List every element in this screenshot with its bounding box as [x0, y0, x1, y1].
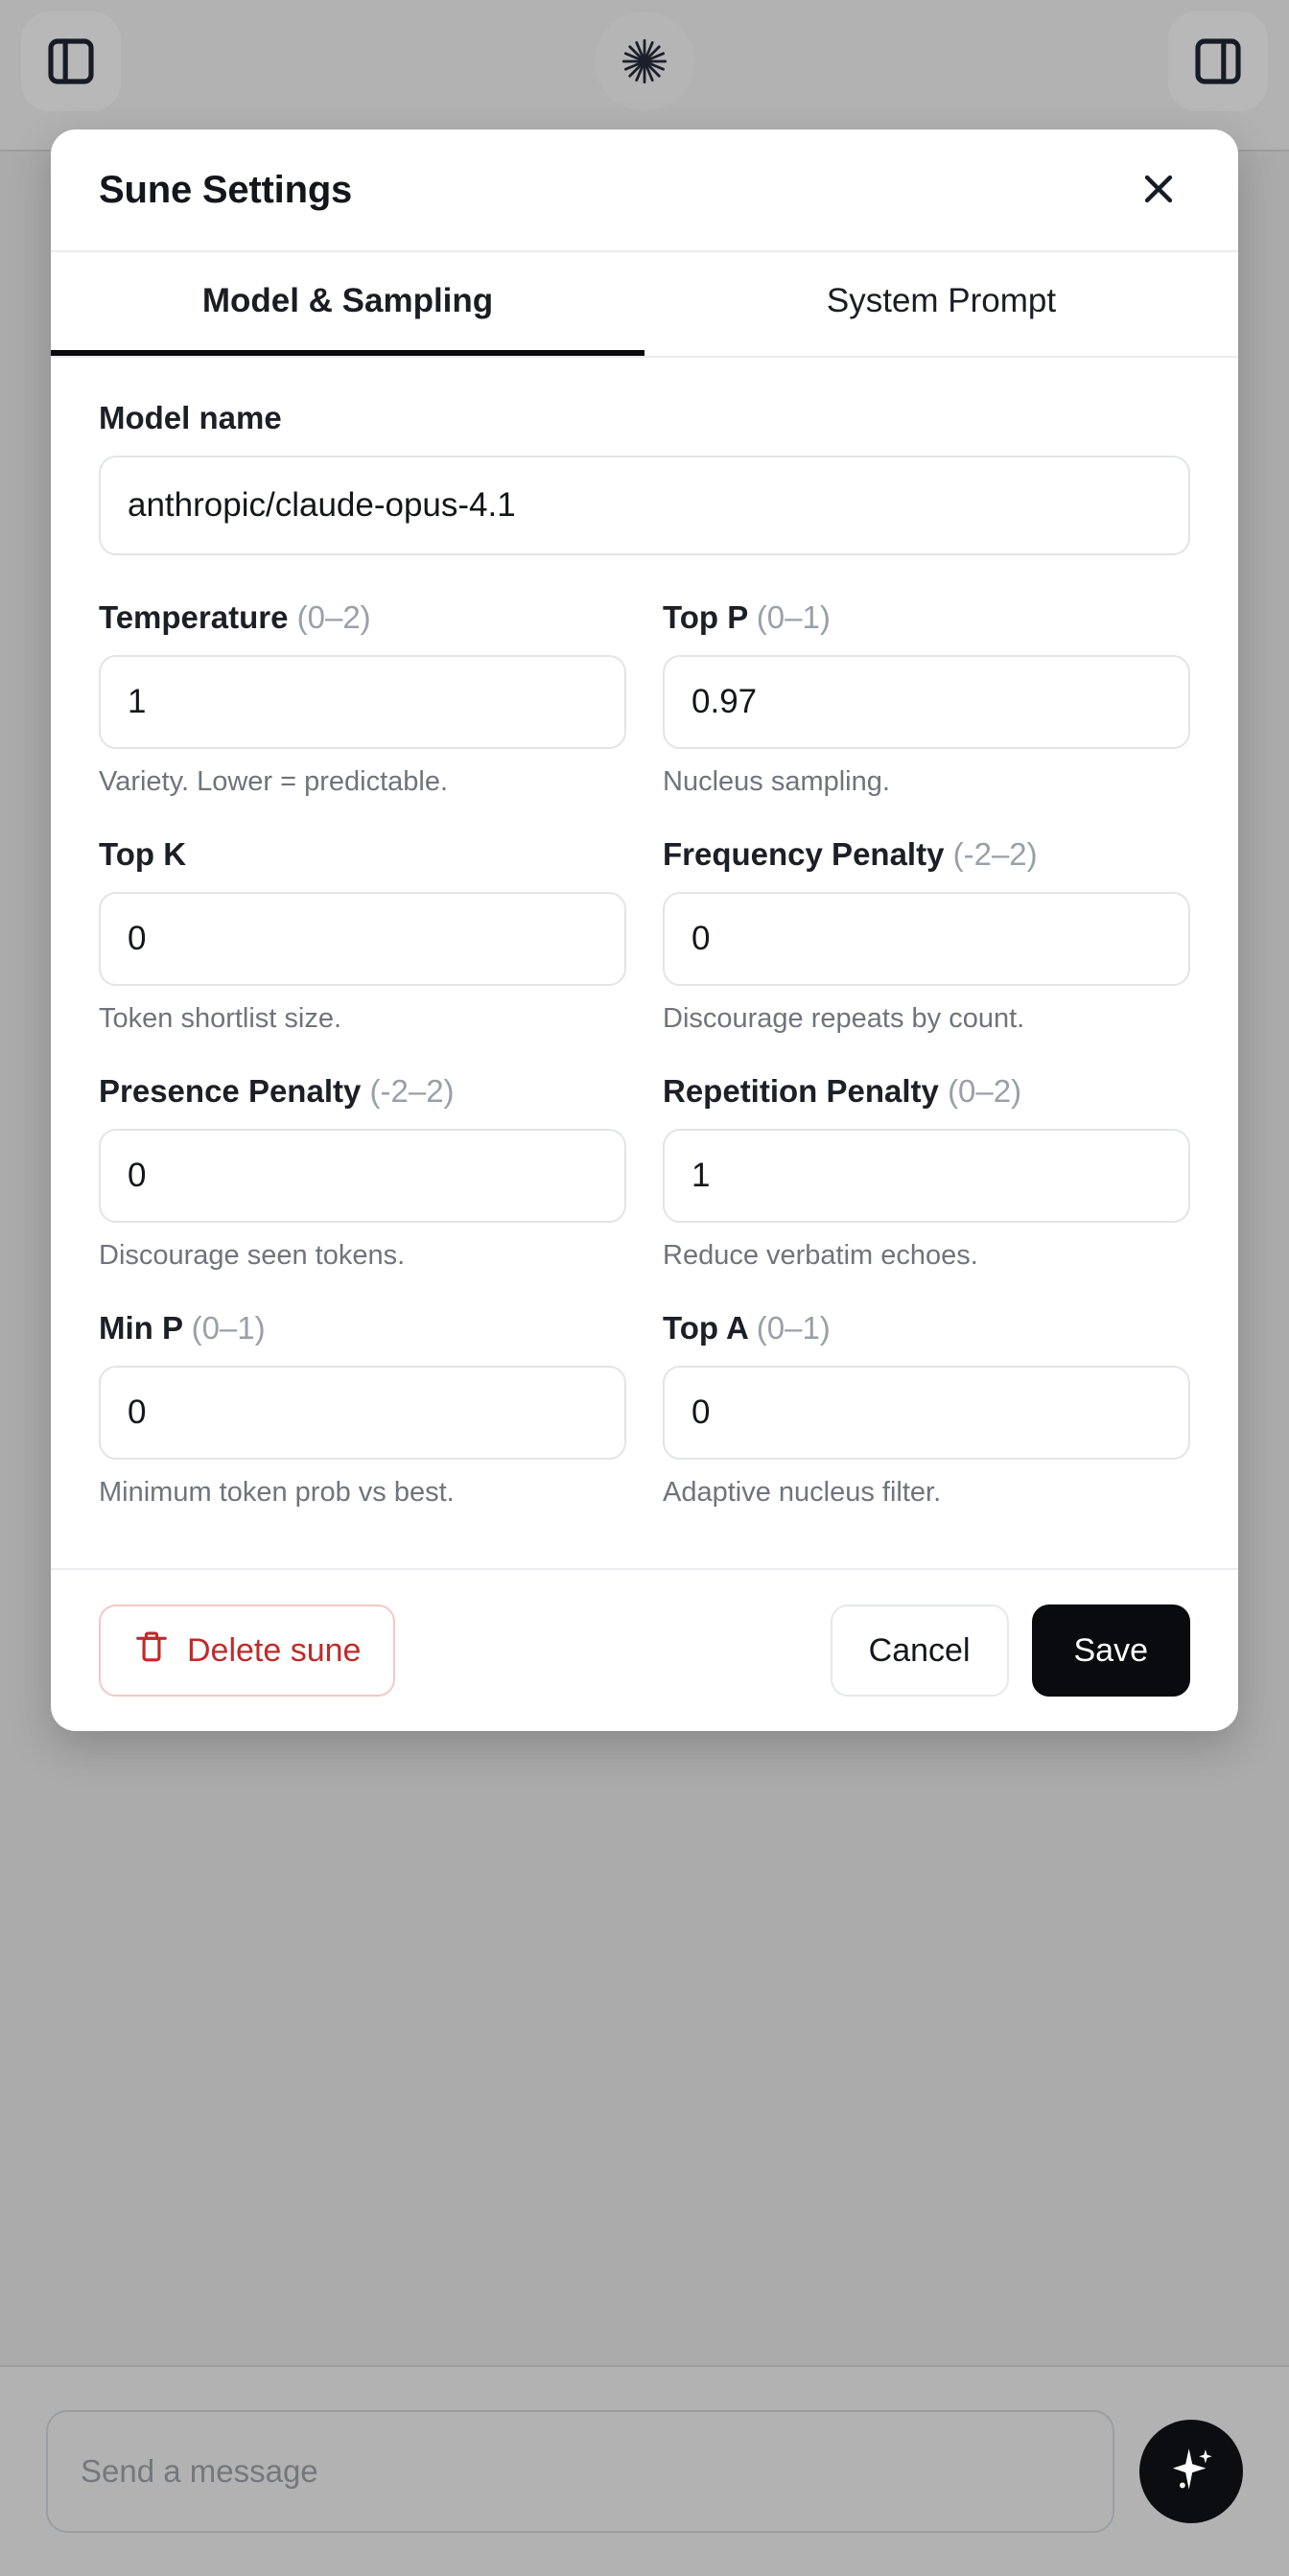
app-logo-button[interactable]	[595, 12, 694, 111]
tab-system-prompt[interactable]: System Prompt	[644, 252, 1238, 356]
top-a-input[interactable]	[663, 1366, 1190, 1460]
cancel-button[interactable]: Cancel	[830, 1604, 1009, 1697]
param-label: Top P (0–1)	[663, 599, 831, 635]
frequency-penalty-input[interactable]	[663, 892, 1190, 986]
sune-settings-dialog: Sune Settings Model & Sampling System Pr…	[51, 129, 1238, 1731]
param-label: Presence Penalty (-2–2)	[99, 1073, 455, 1109]
param-hint: Nucleus sampling.	[663, 766, 890, 797]
temperature-input[interactable]	[99, 655, 626, 749]
param-range: (0–1)	[756, 1310, 831, 1346]
param-label: Top A (0–1)	[663, 1310, 831, 1346]
min-p-input[interactable]	[99, 1366, 626, 1460]
panel-right-icon	[1191, 35, 1245, 88]
param-range: (0–1)	[191, 1310, 266, 1346]
save-button[interactable]: Save	[1031, 1604, 1190, 1697]
panel-left-icon	[44, 35, 98, 88]
param-label: Repetition Penalty (0–2)	[663, 1073, 1022, 1109]
param-top-p: Top P (0–1) Nucleus sampling.	[663, 599, 1190, 798]
param-repetition-penalty: Repetition Penalty (0–2) Reduce verbatim…	[663, 1073, 1190, 1272]
dialog-tabs: Model & Sampling System Prompt	[51, 252, 1238, 358]
sparkle-icon	[1164, 2444, 1218, 2500]
sampling-parameters-grid: Temperature (0–2) Variety. Lower = predi…	[99, 599, 1190, 1547]
dialog-header: Sune Settings	[51, 129, 1238, 252]
delete-sune-button[interactable]: Delete sune	[99, 1604, 396, 1697]
param-hint: Discourage seen tokens.	[99, 1240, 406, 1271]
top-k-input[interactable]	[99, 892, 626, 986]
message-input[interactable]	[46, 2410, 1114, 2533]
param-range: (0–2)	[296, 599, 371, 635]
param-label: Top K	[99, 836, 187, 872]
presence-penalty-input[interactable]	[99, 1129, 626, 1223]
repetition-penalty-input[interactable]	[663, 1129, 1190, 1223]
param-min-p: Min P (0–1) Minimum token prob vs best.	[99, 1310, 626, 1509]
param-frequency-penalty: Frequency Penalty (-2–2) Discourage repe…	[663, 836, 1190, 1035]
param-top-a: Top A (0–1) Adaptive nucleus filter.	[663, 1310, 1190, 1509]
param-label: Min P (0–1)	[99, 1310, 266, 1346]
param-hint: Reduce verbatim echoes.	[663, 1240, 978, 1271]
param-range: (-2–2)	[952, 836, 1038, 872]
toggle-right-sidebar-button[interactable]	[1168, 12, 1268, 111]
param-hint: Token shortlist size.	[99, 1003, 342, 1034]
top-p-input[interactable]	[663, 655, 1190, 749]
param-temperature: Temperature (0–2) Variety. Lower = predi…	[99, 599, 626, 798]
param-presence-penalty: Presence Penalty (-2–2) Discourage seen …	[99, 1073, 626, 1272]
model-name-field: Model name	[99, 400, 1190, 555]
close-dialog-button[interactable]	[1127, 158, 1190, 222]
trash-icon	[133, 1628, 170, 1674]
param-hint: Variety. Lower = predictable.	[99, 766, 449, 797]
param-range: (0–2)	[948, 1073, 1022, 1109]
tab-model-and-sampling[interactable]: Model & Sampling	[51, 252, 644, 356]
param-hint: Discourage repeats by count.	[663, 1003, 1025, 1034]
starburst-icon	[620, 36, 669, 86]
top-bar	[0, 0, 1289, 152]
model-name-label: Model name	[99, 400, 282, 435]
dialog-body: Model name Temperature (0–2) Variety. Lo…	[51, 358, 1238, 1568]
footer-actions: Cancel Save	[830, 1604, 1190, 1697]
param-label: Temperature (0–2)	[99, 599, 371, 635]
param-range: (0–1)	[756, 599, 831, 635]
param-label: Frequency Penalty (-2–2)	[663, 836, 1038, 872]
delete-sune-label: Delete sune	[187, 1631, 362, 1669]
close-icon	[1137, 168, 1180, 213]
toggle-left-sidebar-button[interactable]	[21, 12, 121, 111]
send-message-button[interactable]	[1139, 2420, 1243, 2523]
param-top-k: Top K Token shortlist size.	[99, 836, 626, 1035]
message-composer	[0, 2365, 1289, 2576]
param-hint: Adaptive nucleus filter.	[663, 1477, 942, 1508]
param-range: (-2–2)	[369, 1073, 455, 1109]
param-hint: Minimum token prob vs best.	[99, 1477, 455, 1508]
model-name-input[interactable]	[99, 456, 1190, 555]
dialog-footer: Delete sune Cancel Save	[51, 1568, 1238, 1731]
page-title: Sune Settings	[99, 168, 353, 211]
